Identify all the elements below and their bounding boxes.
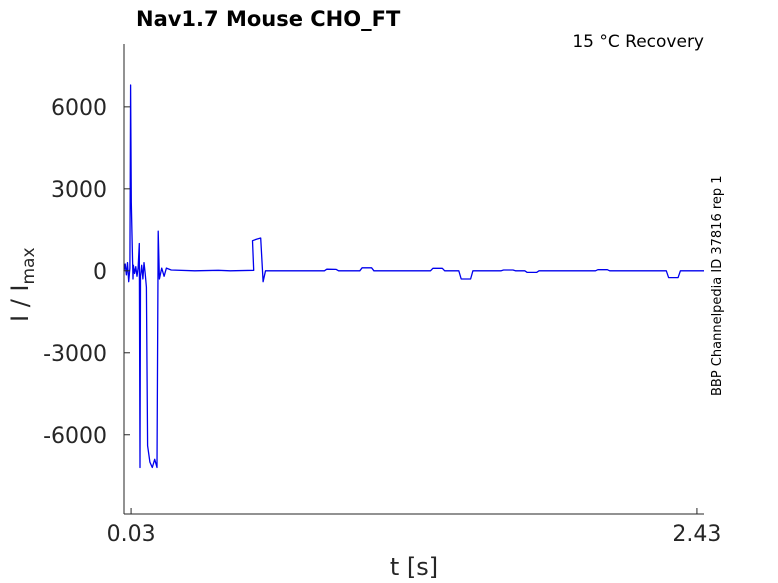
- chart-title: Nav1.7 Mouse CHO_FT: [136, 7, 401, 31]
- x-tick-label: 0.03: [107, 522, 156, 547]
- y-tick-label: 6000: [51, 96, 107, 121]
- y-tick-label: 0: [93, 260, 107, 285]
- y-axis-label-main: I / I: [6, 285, 34, 323]
- side-label: BBP Channelpedia ID 37816 rep 1: [710, 175, 725, 396]
- series-line: [123, 84, 704, 469]
- y-ticks: 6000 3000 0 -3000 -6000: [43, 96, 130, 449]
- y-tick-label: -6000: [43, 424, 107, 449]
- x-axis-label: t [s]: [390, 553, 438, 581]
- x-tick-label: 2.43: [672, 522, 721, 547]
- y-tick-label: 3000: [51, 178, 107, 203]
- x-ticks: 0.03 2.43: [107, 508, 721, 547]
- y-tick-label: -3000: [43, 342, 107, 367]
- plot-area: [123, 84, 704, 469]
- y-axis-label-sub: max: [19, 247, 39, 284]
- y-axis-label: I / Imax: [6, 247, 39, 322]
- condition-label: 15 °C Recovery: [572, 32, 704, 52]
